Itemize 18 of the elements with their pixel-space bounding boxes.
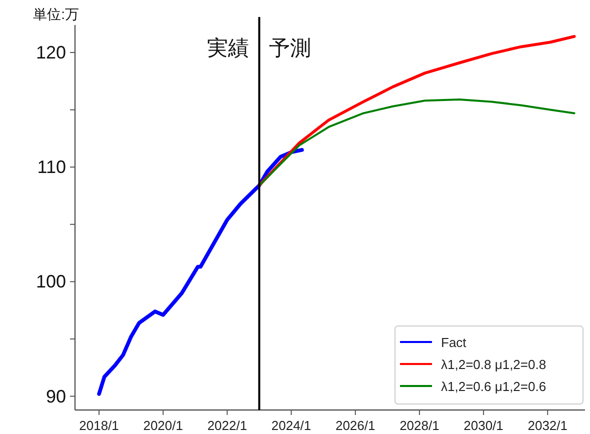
x-tick-label: 2032/1 bbox=[528, 418, 568, 433]
x-tick-label: 2028/1 bbox=[400, 418, 440, 433]
x-tick-label: 2024/1 bbox=[271, 418, 312, 433]
x-tick-label: 2020/1 bbox=[143, 418, 183, 433]
legend-label: λ1,2=0.6 μ1,2=0.6 bbox=[441, 379, 546, 394]
y-tick-label: 90 bbox=[46, 386, 66, 406]
y-axis-title: 単位:万 bbox=[33, 6, 79, 22]
x-tick-label: 2026/1 bbox=[335, 418, 376, 433]
y-tick-label: 110 bbox=[37, 157, 66, 178]
x-tick-label: 2018/1 bbox=[79, 418, 119, 433]
legend-label: Fact bbox=[441, 335, 467, 350]
annotation: 実績 bbox=[207, 37, 250, 60]
x-tick-label: 2030/1 bbox=[464, 418, 504, 433]
annotation: 予測 bbox=[269, 37, 312, 60]
y-tick-label: 120 bbox=[36, 42, 66, 62]
x-tick-label: 2022/1 bbox=[207, 418, 248, 433]
y-tick-label: 100 bbox=[36, 272, 66, 292]
legend-label: λ1,2=0.8 μ1,2=0.8 bbox=[441, 357, 546, 372]
